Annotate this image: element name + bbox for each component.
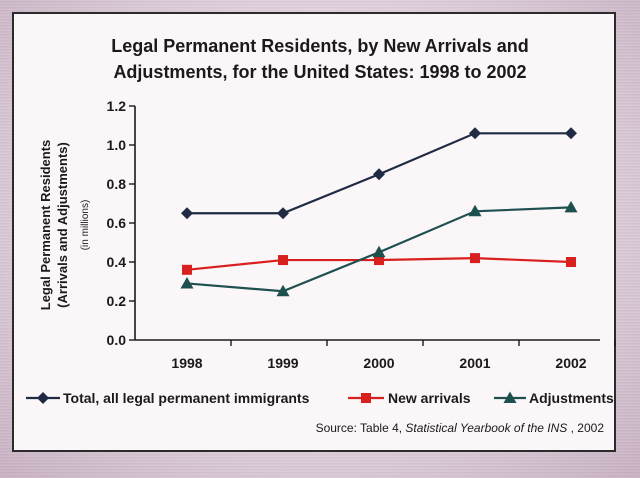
y-tick-label: 0.0 xyxy=(107,332,127,348)
chart-title-line1: Legal Permanent Residents, by New Arriva… xyxy=(111,36,528,56)
legend-marker xyxy=(37,392,49,404)
legend: Total, all legal permanent immigrants New… xyxy=(26,390,614,406)
source-suffix: , 2002 xyxy=(567,421,604,435)
x-tick-label: 1999 xyxy=(267,355,298,371)
x-tick-label: 2002 xyxy=(555,355,586,371)
y-tick-label: 1.2 xyxy=(107,98,127,114)
data-point xyxy=(372,245,386,258)
y-tick-label: 0.2 xyxy=(107,293,127,309)
data-point xyxy=(468,204,482,217)
y-axis-label-line1: Legal Permanent Residents xyxy=(38,140,53,311)
y-tick-label: 0.6 xyxy=(107,215,127,231)
data-point xyxy=(374,255,384,266)
data-point xyxy=(566,257,576,267)
x-axis-ticks: 1998 1999 2000 2001 2002 xyxy=(171,340,616,371)
legend-label: Total, all legal permanent immigrants xyxy=(63,390,310,406)
legend-label: Adjustments xyxy=(529,390,614,406)
data-point xyxy=(277,207,289,220)
y-axis-label-line2: (Arrivals and Adjustments) xyxy=(55,142,70,308)
y-tick-label: 1.0 xyxy=(107,137,127,153)
source-note: Source: Table 4, Statistical Yearbook of… xyxy=(316,421,605,435)
series-group xyxy=(180,127,578,297)
data-point xyxy=(565,127,577,140)
x-tick-label: 2000 xyxy=(363,355,394,371)
data-point xyxy=(469,127,481,140)
source-prefix: Source: Table 4, xyxy=(316,421,406,435)
chart-title-line2: Adjustments, for the United States: 1998… xyxy=(113,62,526,82)
data-point xyxy=(180,276,194,289)
y-tick-label: 0.4 xyxy=(107,254,127,270)
data-point xyxy=(276,284,290,297)
data-point xyxy=(278,255,288,266)
legend-marker xyxy=(503,391,517,403)
chart-slide xyxy=(12,12,616,452)
x-tick-label: 1998 xyxy=(171,355,202,371)
data-point xyxy=(373,168,385,181)
data-point xyxy=(182,264,192,275)
x-tick-label: 2001 xyxy=(459,355,490,371)
y-tick-label: 0.8 xyxy=(107,176,127,192)
y-axis-ticks: 0.0 0.2 0.4 0.6 0.8 1.0 1.2 xyxy=(107,98,135,348)
data-point xyxy=(470,253,480,264)
source-title: Statistical Yearbook of the INS xyxy=(405,421,567,435)
y-axis-unit-label: (in millions) xyxy=(80,200,91,251)
data-point xyxy=(564,200,578,213)
legend-marker xyxy=(361,393,371,403)
legend-label: New arrivals xyxy=(388,390,471,406)
data-point xyxy=(181,207,193,220)
